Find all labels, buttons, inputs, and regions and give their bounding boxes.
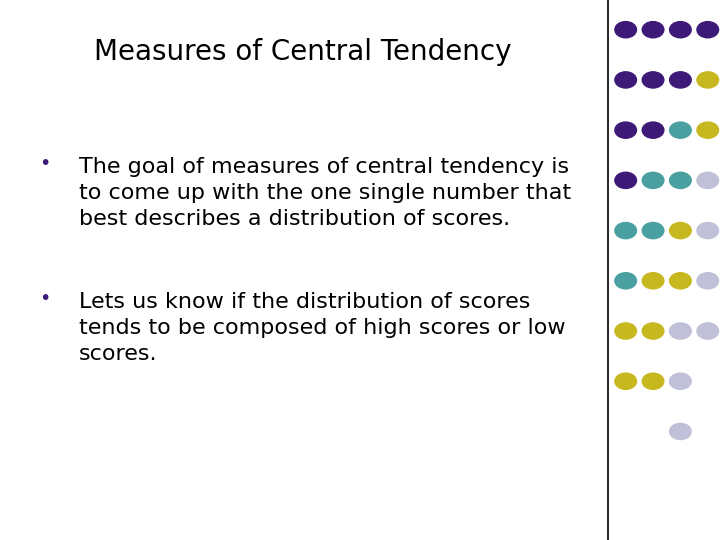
Text: Lets us know if the distribution of scores
tends to be composed of high scores o: Lets us know if the distribution of scor…	[79, 292, 566, 364]
Circle shape	[642, 172, 664, 188]
Circle shape	[670, 122, 691, 138]
Circle shape	[642, 122, 664, 138]
Circle shape	[697, 273, 719, 289]
Text: The goal of measures of central tendency is
to come up with the one single numbe: The goal of measures of central tendency…	[79, 157, 572, 230]
Circle shape	[697, 323, 719, 339]
Circle shape	[642, 222, 664, 239]
Circle shape	[615, 222, 636, 239]
Circle shape	[670, 172, 691, 188]
Circle shape	[642, 72, 664, 88]
Circle shape	[670, 22, 691, 38]
Circle shape	[615, 323, 636, 339]
Circle shape	[697, 222, 719, 239]
Circle shape	[642, 323, 664, 339]
Circle shape	[615, 22, 636, 38]
Circle shape	[670, 373, 691, 389]
Circle shape	[615, 373, 636, 389]
Circle shape	[670, 273, 691, 289]
Circle shape	[697, 172, 719, 188]
Text: Measures of Central Tendency: Measures of Central Tendency	[94, 38, 511, 66]
Circle shape	[615, 72, 636, 88]
Circle shape	[670, 72, 691, 88]
Circle shape	[670, 423, 691, 440]
Circle shape	[697, 122, 719, 138]
Circle shape	[642, 22, 664, 38]
Circle shape	[615, 122, 636, 138]
Circle shape	[642, 273, 664, 289]
Circle shape	[670, 323, 691, 339]
Circle shape	[615, 273, 636, 289]
Circle shape	[697, 72, 719, 88]
Text: •: •	[40, 154, 51, 173]
Text: •: •	[40, 289, 51, 308]
Circle shape	[615, 172, 636, 188]
Circle shape	[697, 22, 719, 38]
Circle shape	[670, 222, 691, 239]
Circle shape	[642, 373, 664, 389]
